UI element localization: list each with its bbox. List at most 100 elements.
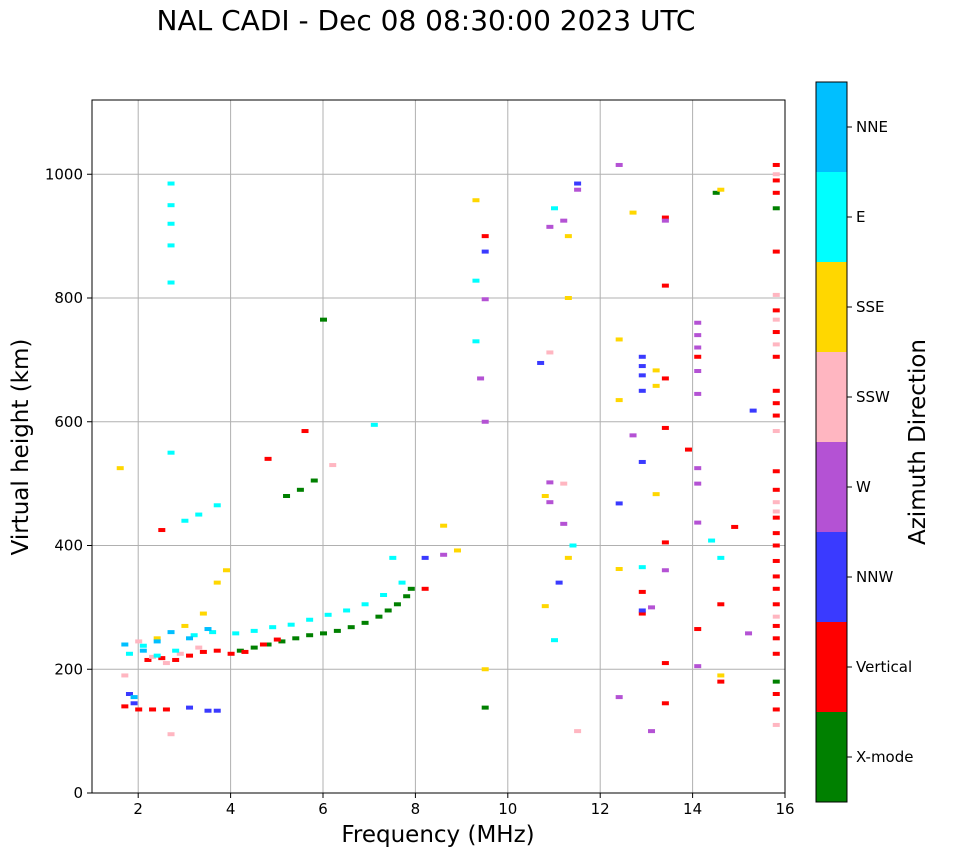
data-point xyxy=(564,555,572,560)
data-point xyxy=(343,608,351,613)
series-nne xyxy=(121,627,212,700)
data-point xyxy=(615,695,623,700)
data-point xyxy=(384,608,392,613)
series-nnw xyxy=(125,181,757,713)
data-point xyxy=(139,648,147,653)
data-point xyxy=(324,612,332,617)
data-point xyxy=(130,701,138,706)
data-point xyxy=(772,469,780,474)
data-point xyxy=(273,637,281,642)
data-point xyxy=(694,520,702,525)
series-e xyxy=(125,181,725,658)
data-point xyxy=(772,487,780,492)
data-point xyxy=(380,593,388,597)
data-point xyxy=(440,552,448,557)
data-point xyxy=(615,337,623,342)
data-point xyxy=(694,320,702,325)
x-axis: 2 4 6 8 10 12 14 16 xyxy=(133,793,795,818)
data-point xyxy=(393,602,401,607)
data-point xyxy=(648,729,656,734)
data-point xyxy=(708,538,716,543)
data-point xyxy=(717,679,725,684)
data-point xyxy=(135,707,143,712)
data-point xyxy=(638,373,646,378)
data-point xyxy=(421,586,429,591)
data-point xyxy=(564,234,572,239)
data-point xyxy=(250,645,258,650)
data-point xyxy=(772,190,780,195)
data-point xyxy=(560,218,568,223)
data-point xyxy=(772,342,780,347)
data-point xyxy=(661,218,669,223)
data-point xyxy=(731,524,739,529)
colorbar-swatch xyxy=(816,712,847,802)
colorbar: X-mode Vertical NNW W SSW SSE E NNE xyxy=(815,81,913,803)
data-point xyxy=(694,391,702,396)
data-point xyxy=(772,515,780,520)
data-point xyxy=(661,661,669,666)
data-point xyxy=(694,664,702,669)
chart-title: NAL CADI - Dec 08 08:30:00 2023 UTC xyxy=(156,4,696,37)
data-point xyxy=(772,509,780,514)
data-point xyxy=(181,623,189,628)
colorbar-swatch xyxy=(816,82,847,172)
data-point xyxy=(121,704,129,709)
data-point xyxy=(546,350,554,355)
colorbar-swatch xyxy=(816,262,847,352)
colorbar-tick-label: X-mode xyxy=(856,748,913,766)
data-point xyxy=(661,540,669,545)
data-point xyxy=(772,692,780,696)
plot-frame xyxy=(91,99,786,794)
data-point xyxy=(296,487,304,492)
data-point xyxy=(269,625,277,630)
data-marks xyxy=(116,162,780,737)
data-point xyxy=(717,555,725,560)
colorbar-swatch xyxy=(816,352,847,442)
x-tick-label: 8 xyxy=(411,800,421,818)
series-sse xyxy=(116,187,725,678)
data-point xyxy=(772,531,780,536)
data-point xyxy=(167,450,175,455)
data-point xyxy=(772,543,780,548)
data-point xyxy=(162,661,170,666)
data-point xyxy=(546,500,554,505)
data-point xyxy=(310,478,318,483)
data-point xyxy=(638,364,646,369)
data-point xyxy=(149,707,157,712)
data-point xyxy=(329,463,337,468)
colorbar-tick-label: E xyxy=(856,208,865,226)
data-point xyxy=(652,368,660,373)
data-point xyxy=(204,627,212,632)
x-tick-label: 4 xyxy=(226,800,236,818)
data-point xyxy=(149,654,157,659)
colorbar-tick-label: W xyxy=(856,478,871,496)
series-vertical xyxy=(121,162,780,712)
colorbar-tick-label: SSE xyxy=(856,298,885,316)
data-point xyxy=(629,433,637,438)
data-point xyxy=(661,425,669,430)
data-point xyxy=(195,645,203,650)
data-point xyxy=(162,707,170,712)
data-point xyxy=(158,656,166,661)
data-point xyxy=(306,617,314,622)
data-point xyxy=(638,565,646,570)
data-point xyxy=(564,296,572,300)
data-point xyxy=(717,673,725,678)
colorbar-swatch xyxy=(816,532,847,622)
colorbar-frame xyxy=(815,81,848,803)
data-point xyxy=(772,651,780,656)
data-point xyxy=(772,679,780,684)
data-point xyxy=(772,172,780,177)
data-point xyxy=(167,280,175,285)
data-point xyxy=(481,705,489,710)
data-point xyxy=(661,283,669,288)
data-point xyxy=(403,594,411,599)
data-point xyxy=(574,181,582,186)
data-point xyxy=(278,639,286,644)
data-point xyxy=(661,701,669,706)
x-tick-label: 10 xyxy=(498,800,517,818)
x-tick-label: 16 xyxy=(775,800,794,818)
data-point xyxy=(167,630,175,635)
data-point xyxy=(472,278,480,283)
